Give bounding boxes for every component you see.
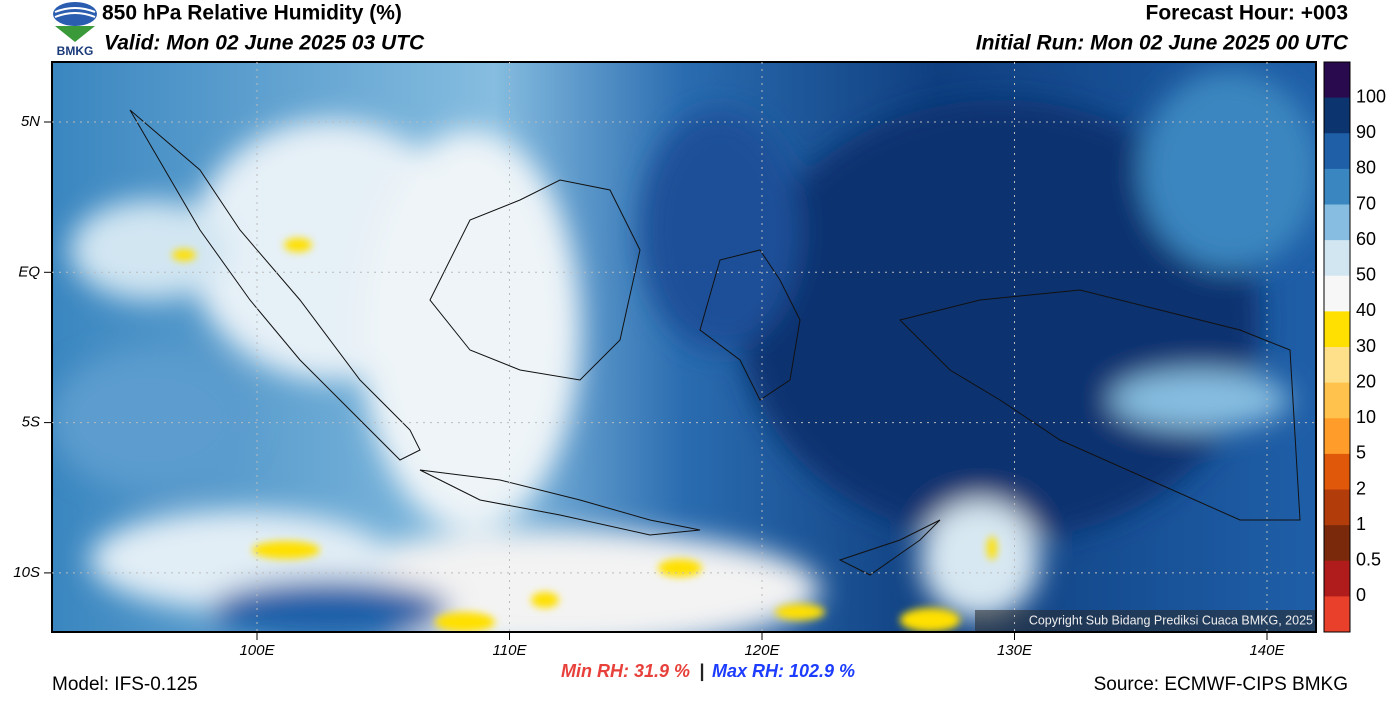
max-rh: Max RH: 102.9 % xyxy=(712,661,855,681)
colorbar-segment xyxy=(1324,62,1350,99)
colorbar-label: 100 xyxy=(1356,86,1386,106)
valid-time: Valid: Mon 02 June 2025 03 UTC xyxy=(104,32,425,55)
copyright: Copyright Sub Bidang Prediksi Cuaca BMKG… xyxy=(1029,613,1313,627)
title: 850 hPa Relative Humidity (%) xyxy=(102,2,402,25)
forecast-hour: Forecast Hour: +003 xyxy=(1146,2,1349,25)
lon-label: 110E xyxy=(493,642,528,659)
colorbar-segment xyxy=(1324,133,1350,170)
colorbar-segment xyxy=(1324,311,1350,348)
colorbar-frame xyxy=(1323,61,1351,633)
lon-label: 120E xyxy=(744,642,780,659)
coastlines xyxy=(129,109,1301,576)
min-rh: Min RH: 31.9 % xyxy=(561,661,690,681)
colorbar-label: 5 xyxy=(1356,443,1366,463)
colorbar-label: 2 xyxy=(1356,478,1366,498)
colorbar-label: 90 xyxy=(1356,122,1376,142)
colorbar-label: 80 xyxy=(1356,158,1376,178)
initial-run: Initial Run: Mon 02 June 2025 00 UTC xyxy=(976,32,1349,55)
colorbar-segment xyxy=(1324,347,1350,384)
lat-label: 10S xyxy=(13,564,40,581)
colorbar-label: 70 xyxy=(1356,193,1376,213)
colorbar-label: 20 xyxy=(1356,371,1376,391)
colorbar-label: 0.5 xyxy=(1356,550,1381,570)
colorbar-segment xyxy=(1324,418,1350,455)
colorbar-segment xyxy=(1324,168,1350,205)
lon-label: 140E xyxy=(1249,642,1285,659)
colorbar: 100 90 80 70 60 50 40 30 20 10 5 2 1 0.5 0 xyxy=(1323,61,1386,633)
colorbar-segment xyxy=(1324,453,1350,490)
humidity-field: Copyright Sub Bidang Prediksi Cuaca BMKG… xyxy=(52,62,1316,632)
colorbar-segment xyxy=(1324,97,1350,134)
graticule: 5N EQ 5S 10S 100E 110E 120E 130E 140E xyxy=(13,62,1316,659)
colorbar-label: 60 xyxy=(1356,229,1376,249)
colorbar-label: 50 xyxy=(1356,265,1376,285)
colorbar-segment xyxy=(1324,275,1350,312)
colorbar-segment xyxy=(1324,240,1350,277)
lat-label: 5S xyxy=(22,414,40,431)
separator: | xyxy=(699,661,704,681)
logo-text: BMKG xyxy=(57,44,94,58)
model: Model: IFS-0.125 xyxy=(52,674,198,695)
colorbar-segment xyxy=(1324,525,1350,562)
colorbar-segment xyxy=(1324,560,1350,597)
colorbar-label: 1 xyxy=(1356,514,1366,534)
colorbar-segment xyxy=(1324,489,1350,526)
source: Source: ECMWF-CIPS BMKG xyxy=(1094,674,1348,695)
colorbar-label: 0 xyxy=(1356,585,1366,605)
colorbar-segment xyxy=(1324,204,1350,241)
lon-label: 100E xyxy=(239,642,275,659)
colorbar-label: 10 xyxy=(1356,407,1376,427)
logo: BMKG xyxy=(53,2,97,58)
lon-label: 130E xyxy=(997,642,1033,659)
colorbar-label: 40 xyxy=(1356,300,1376,320)
colorbar-segment xyxy=(1324,382,1350,419)
map-frame xyxy=(51,61,1317,633)
colorbar-segment xyxy=(1324,596,1350,633)
lat-label: 5N xyxy=(21,113,40,130)
lat-label: EQ xyxy=(18,263,40,280)
colorbar-label: 30 xyxy=(1356,336,1376,356)
